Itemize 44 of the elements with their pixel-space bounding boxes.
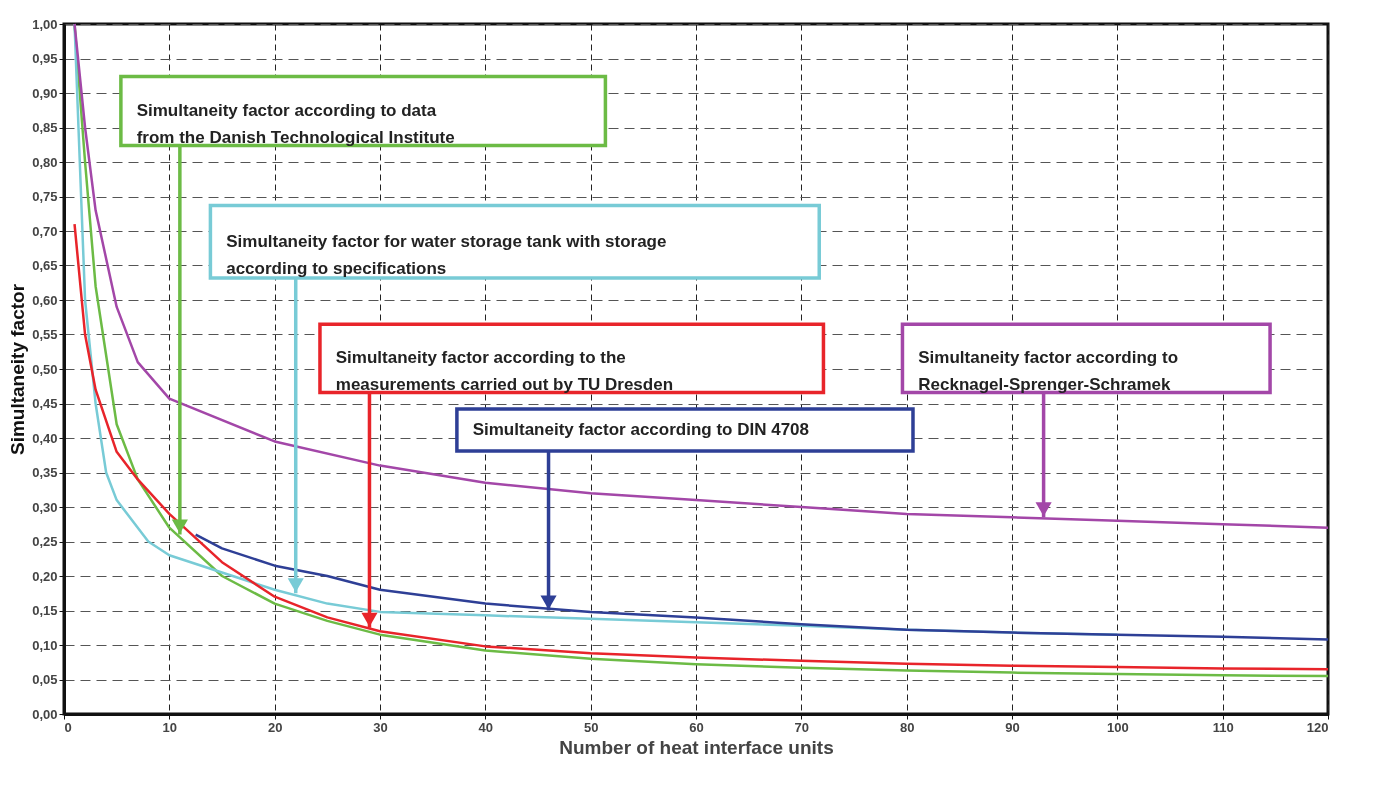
y-tick-label: 0,65 xyxy=(32,258,58,273)
y-tick-label: 1,00 xyxy=(32,16,58,32)
line-series xyxy=(73,22,1330,529)
y-tick-label: 0,70 xyxy=(32,223,58,239)
x-tick-label: 100 xyxy=(1106,719,1129,735)
y-tick-label: 0,25 xyxy=(32,534,58,549)
y-tick-label: 0,00 xyxy=(32,706,58,722)
annotation: Simultaneity factor according to the measurements carried out by TU Dresden xyxy=(335,348,674,395)
y-tick-label: 0,95 xyxy=(32,51,58,66)
y-tick-label: 0,20 xyxy=(32,568,58,584)
x-tick-label: 90 xyxy=(1005,719,1020,735)
y-tick-label: 0,75 xyxy=(32,189,58,204)
y-axis-title: Simultaneity factor xyxy=(7,283,29,456)
x-tick-label: 10 xyxy=(162,719,178,735)
y-tick-label: 0,35 xyxy=(32,465,58,480)
line-series xyxy=(73,222,1330,671)
x-tick-label: 50 xyxy=(583,719,599,735)
y-tick-label: 0,05 xyxy=(32,672,58,687)
x-tick-label: 120 xyxy=(1306,719,1329,735)
x-tick-label: 20 xyxy=(267,719,283,735)
x-tick-label: 30 xyxy=(373,719,388,735)
annotation: Simultaneity factor for water storage tank with storage according to specifications xyxy=(226,231,667,278)
y-tick-label: 0,80 xyxy=(32,154,58,170)
y-tick-label: 0,45 xyxy=(32,396,58,411)
y-tick-label: 0,60 xyxy=(32,292,58,308)
annotation: Simultaneity factor according to Recknagel-Sprenger-Schramek xyxy=(918,348,1179,395)
y-tick-label: 0,10 xyxy=(32,637,58,653)
x-tick-label: 60 xyxy=(689,719,704,735)
y-tick-label: 0,15 xyxy=(32,603,58,618)
x-tick-label: 80 xyxy=(899,719,915,735)
x-axis-title: Number of heat interface units xyxy=(559,736,834,758)
y-tick-label: 0,90 xyxy=(32,85,58,101)
y-tick-label: 0,40 xyxy=(32,430,58,446)
x-tick-label: 40 xyxy=(478,719,494,735)
x-tick-label: 70 xyxy=(794,719,810,735)
y-tick-label: 0,85 xyxy=(32,120,58,135)
y-tick-label: 0,55 xyxy=(32,327,58,342)
line-series xyxy=(194,533,1330,641)
y-tick-label: 0,30 xyxy=(32,499,58,515)
annotation: Simultaneity factor according to DIN 4708 xyxy=(472,420,810,440)
x-tick-label: 0 xyxy=(64,719,72,735)
annotation: Simultaneity factor according to data from the Danish Technological Institute xyxy=(136,100,455,147)
y-tick-label: 0,50 xyxy=(32,361,58,377)
x-tick-label: 110 xyxy=(1212,719,1234,735)
